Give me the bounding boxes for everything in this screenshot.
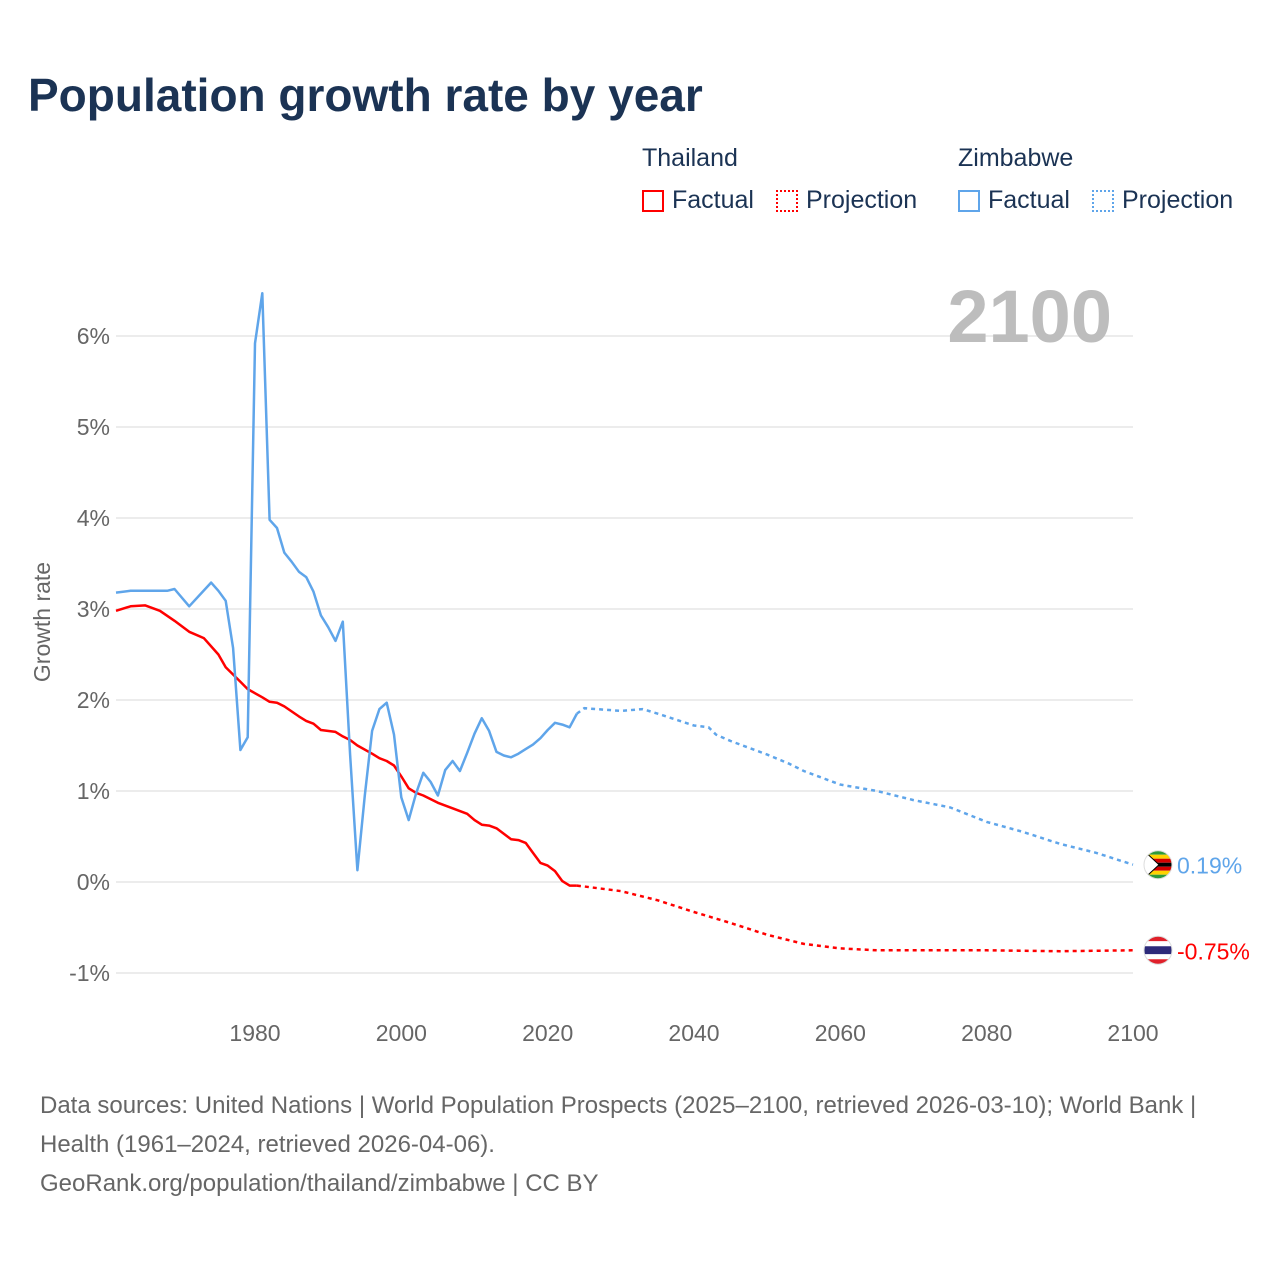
x-tick-label: 2060 <box>815 1020 866 1046</box>
zimbabwe-projection-line <box>576 706 1134 866</box>
credit-link[interactable]: GeoRank.org/population/thailand/zimbabwe… <box>40 1170 599 1197</box>
legend-label: Projection <box>1122 186 1234 214</box>
thailand-factual-line <box>115 604 577 887</box>
data-sources: Data sources: United Nations | World Pop… <box>40 1092 1197 1158</box>
x-tick-label: 2000 <box>376 1020 427 1046</box>
y-tick-label: 5% <box>77 414 110 440</box>
y-tick-label: 2% <box>77 687 110 713</box>
flag-stripe <box>1144 854 1172 859</box>
chart-title: Population growth rate by year <box>28 69 703 121</box>
flag-stripe <box>1144 866 1172 871</box>
legend-swatch-solid <box>958 189 980 212</box>
legend-group-label: Zimbabwe <box>958 144 1074 172</box>
legend-thailand-projection[interactable]: Projection <box>776 186 917 215</box>
y-tick-label: 4% <box>77 505 110 531</box>
legend-label: Factual <box>988 186 1070 214</box>
legend-thailand-factual[interactable]: Factual <box>642 186 754 215</box>
line-chart: -1% 0% 1% 2% 3% 4% 5% 6% 1980 2000 2020 2040 2060 208… <box>29 275 1250 1046</box>
x-tick-label: 1980 <box>229 1020 280 1046</box>
legend-zimbabwe-factual[interactable]: Factual <box>958 186 1070 215</box>
legend-swatch-dotted <box>1092 189 1114 212</box>
y-tick-label: 3% <box>77 596 110 622</box>
flag-stripe <box>1144 850 1172 855</box>
footer: Data sources: United Nations | World Pop… <box>40 1086 1240 1203</box>
legend-group-label: Thailand <box>642 144 738 172</box>
flag-stripe <box>1144 936 1172 942</box>
flag-stripe <box>1144 874 1172 879</box>
y-tick-label: 1% <box>77 778 110 804</box>
flag-stripes <box>1144 936 1172 965</box>
y-tick-label: -1% <box>69 960 110 986</box>
zimbabwe-flag-icon <box>1143 850 1173 880</box>
legend-label: Factual <box>672 186 754 214</box>
year-watermark: 2100 <box>947 275 1112 358</box>
y-tick-label: 6% <box>77 323 110 349</box>
x-tick-label: 2080 <box>961 1020 1012 1046</box>
flag-stripe <box>1144 941 1172 947</box>
legend-zimbabwe-projection[interactable]: Projection <box>1092 186 1233 215</box>
flag-stripes <box>1144 850 1172 879</box>
x-tick-label: 2100 <box>1107 1020 1158 1046</box>
flag-border <box>1143 850 1173 880</box>
y-axis-label: Growth rate <box>29 562 55 682</box>
thailand-flag-icon <box>1143 935 1173 965</box>
legend-swatch-dotted <box>776 189 798 212</box>
thailand-end-label: -0.75% <box>1177 938 1250 964</box>
legend-label: Projection <box>806 186 918 214</box>
flag-border <box>1143 935 1173 965</box>
thailand-projection-line <box>576 884 1134 953</box>
flag-triangle <box>1144 850 1160 879</box>
flag-stripe <box>1144 946 1172 955</box>
flag-stripe <box>1144 959 1172 965</box>
zimbabwe-end-label: 0.19% <box>1177 853 1242 879</box>
legend-swatch-solid <box>642 189 664 212</box>
zimbabwe-factual-line <box>115 291 579 872</box>
x-tick-label: 2020 <box>522 1020 573 1046</box>
flag-stripe <box>1144 870 1172 875</box>
y-tick-label: 0% <box>77 869 110 895</box>
flag-stripe <box>1144 954 1172 960</box>
x-tick-label: 2040 <box>668 1020 719 1046</box>
flag-stripe <box>1144 858 1172 863</box>
